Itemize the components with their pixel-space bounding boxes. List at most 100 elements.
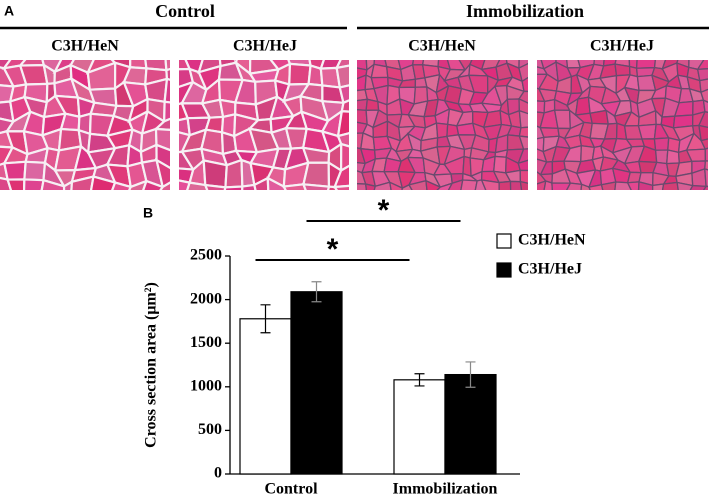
fiber [652,183,665,190]
fiber [493,155,507,174]
y-tick-label: 500 [198,421,222,438]
fiber [700,138,708,150]
fiber [661,181,679,190]
fiber [357,98,369,111]
bar [290,291,343,475]
fiber [288,62,312,86]
group-title: Control [155,1,215,21]
column-title: C3H/HeJ [590,38,654,55]
legend-swatch [496,262,512,278]
fiber [155,143,170,170]
fiber [336,132,349,148]
column-title: C3H/HeN [408,38,476,55]
column-title: C3H/HeJ [233,38,297,55]
fiber [6,178,26,190]
legend-label: C3H/HeN [518,232,586,249]
error-bar [465,361,476,388]
fiber [163,100,170,124]
fiber [703,185,708,190]
fiber [698,124,708,142]
fiber [480,179,500,190]
bar [393,379,446,475]
fiber [460,179,478,190]
fiber [518,97,528,115]
micrograph [0,60,170,190]
error-bar [414,373,425,387]
group-title: Immobilization [466,1,584,21]
fiber [336,110,349,138]
x-tick-label: Control [264,481,318,498]
fiber [332,184,349,190]
fiber [518,62,528,83]
fiber [518,126,528,138]
fiber [689,184,708,190]
fiber [518,109,528,129]
fiber [357,183,368,190]
fiber [241,183,257,190]
fiber [518,135,528,150]
panel-label: B [143,205,153,221]
fiber [144,60,168,72]
fiber [340,99,349,113]
fiber [159,181,170,190]
fiber [153,117,170,131]
significance-mark: * [327,233,339,266]
fiber [370,63,389,79]
x-tick-label: Immobilization [393,481,498,498]
fiber [498,180,512,190]
fiber [266,176,287,190]
fiber [163,77,170,104]
fiber [637,181,654,190]
micrograph [357,60,528,190]
y-tick-label: 1500 [190,334,222,351]
y-tick-label: 1000 [190,377,222,394]
fiber [40,178,66,190]
fiber [517,159,528,172]
fiber [18,63,49,86]
bar [239,318,292,475]
fiber [704,160,708,171]
y-tick-label: 2000 [190,290,222,307]
fiber [23,160,47,182]
y-tick-label: 0 [214,465,222,482]
fiber [474,179,487,190]
fiber [302,161,331,188]
bar [444,373,497,475]
fiber [364,183,377,190]
fiber [589,109,610,125]
fiber [59,112,81,132]
fiber [203,183,227,190]
fiber [129,60,148,70]
fiber [154,157,170,189]
fiber [301,183,331,190]
fiber [653,137,670,151]
fiber [186,181,209,190]
fiber [223,185,244,190]
fiber [517,148,528,165]
fiber [338,84,349,105]
fiber [551,182,572,190]
fiber [408,179,428,190]
fiber [666,149,680,165]
fiber [537,180,547,190]
fiber [340,142,349,173]
fiber [588,184,604,190]
fiber [698,111,708,129]
legend-swatch [496,233,512,249]
column-title: C3H/HeN [51,38,119,55]
fiber [676,181,694,190]
fiber [614,63,631,77]
fiber [509,180,523,190]
fiber [654,149,669,165]
fiber [580,183,591,190]
fiber [22,178,45,190]
fiber [704,147,708,162]
fiber [447,179,464,190]
fiber [335,64,349,89]
fiber [435,122,449,139]
fiber [165,68,170,81]
fiber [626,181,640,190]
fiber [553,109,571,130]
fiber [518,60,528,70]
